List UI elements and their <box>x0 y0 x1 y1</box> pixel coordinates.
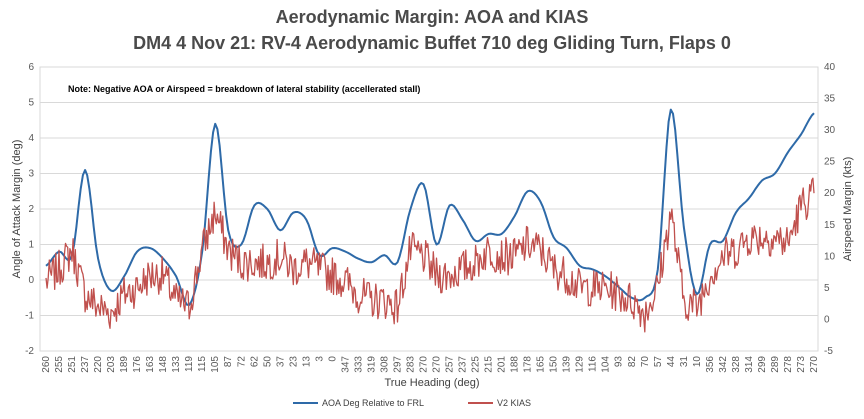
x-tick-label: 10 <box>692 356 703 368</box>
x-tick-label: 37 <box>275 356 286 368</box>
x-tick-label: 133 <box>171 356 182 373</box>
x-tick-label: 255 <box>54 356 65 373</box>
x-tick-label: 44 <box>666 356 677 368</box>
x-tick-label: 257 <box>445 356 456 373</box>
x-tick-label: 270 <box>432 356 443 373</box>
x-tick-label: 289 <box>770 356 781 373</box>
y-tick-label: -1 <box>25 311 34 322</box>
x-tick-label: 70 <box>640 356 651 368</box>
y2-tick-label: 15 <box>824 220 836 231</box>
y2-tick-label: 25 <box>824 157 836 168</box>
series-line-aoa <box>45 108 815 306</box>
x-tick-label: 93 <box>614 356 625 368</box>
left-axis-ticks: 6 5 4 3 2 1 0 -1 -2 <box>25 62 34 357</box>
x-axis-ticks: 260 255 251 237 220 203 189 176 163 148 133 119 115 1… <box>41 356 820 373</box>
x-tick-label: 237 <box>80 356 91 373</box>
x-tick-label: 82 <box>627 356 638 368</box>
legend: AOA Deg Relative to FRL V2 KIAS <box>293 398 531 408</box>
y-tick-label: 5 <box>28 98 34 109</box>
x-tick-label: 270 <box>809 356 820 373</box>
x-tick-label: 220 <box>93 356 104 373</box>
series-line-kias <box>45 177 815 333</box>
legend-label-aoa: AOA Deg Relative to FRL <box>322 398 424 408</box>
y2-tick-label: 5 <box>824 283 830 294</box>
x-tick-label: 333 <box>353 356 364 373</box>
x-tick-label: 203 <box>106 356 117 373</box>
x-tick-label: 148 <box>158 356 169 373</box>
series-lines <box>45 108 815 333</box>
y2-tick-label: 10 <box>824 251 836 262</box>
chart-annotation: Note: Negative AOA or Airspeed = breakdo… <box>68 84 420 94</box>
y-tick-label: 4 <box>28 133 34 144</box>
x-tick-label: 299 <box>757 356 768 373</box>
x-tick-label: 314 <box>744 356 755 373</box>
legend-label-kias: V2 KIAS <box>497 398 531 408</box>
x-tick-label: 129 <box>575 356 586 373</box>
y2-axis-label: Airspeed Margin (kts) <box>842 157 854 262</box>
x-tick-label: 0 <box>327 356 338 362</box>
x-tick-label: 72 <box>236 356 247 368</box>
x-tick-label: 115 <box>197 356 208 372</box>
x-tick-label: 3 <box>314 356 325 362</box>
x-tick-label: 215 <box>484 356 495 373</box>
x-tick-label: 139 <box>562 356 573 373</box>
x-tick-label: 116 <box>588 356 599 372</box>
x-tick-label: 273 <box>796 356 807 373</box>
x-tick-label: 328 <box>731 356 742 373</box>
y-tick-label: -2 <box>25 346 34 357</box>
x-tick-label: 13 <box>301 356 312 368</box>
x-tick-label: 251 <box>67 356 78 373</box>
x-tick-label: 176 <box>132 356 143 373</box>
x-tick-label: 188 <box>510 356 521 373</box>
y-tick-label: 0 <box>28 275 34 286</box>
x-tick-label: 50 <box>262 356 273 368</box>
y2-tick-label: 0 <box>824 314 830 325</box>
right-axis-ticks: 40 35 30 25 20 15 10 5 0 -5 <box>824 62 836 357</box>
x-tick-label: 57 <box>653 356 664 368</box>
chart-subtitle: DM4 4 Nov 21: RV-4 Aerodynamic Buffet 71… <box>133 33 731 53</box>
x-tick-label: 319 <box>366 356 377 373</box>
x-tick-label: 62 <box>249 356 260 368</box>
y-tick-label: 1 <box>28 240 34 251</box>
x-tick-label: 87 <box>223 356 234 368</box>
y2-tick-label: 20 <box>824 188 836 199</box>
x-tick-label: 356 <box>705 356 716 373</box>
chart-title: Aerodynamic Margin: AOA and KIAS <box>275 7 589 27</box>
y-tick-label: 2 <box>28 204 34 215</box>
y2-tick-label: 35 <box>824 94 836 105</box>
x-tick-label: 260 <box>41 356 52 373</box>
y2-tick-label: 40 <box>824 62 836 73</box>
x-tick-label: 189 <box>119 356 130 373</box>
x-tick-label: 297 <box>392 356 403 373</box>
x-tick-label: 283 <box>405 356 416 373</box>
x-tick-label: 178 <box>523 356 534 373</box>
x-tick-label: 119 <box>184 356 195 372</box>
y2-tick-label: -5 <box>824 346 833 357</box>
y2-tick-label: 30 <box>824 125 836 136</box>
x-tick-label: 31 <box>679 356 690 368</box>
y-tick-label: 3 <box>28 169 34 180</box>
y-tick-label: 6 <box>28 62 34 73</box>
x-tick-label: 165 <box>536 356 547 373</box>
x-tick-label: 278 <box>783 356 794 373</box>
x-tick-label: 105 <box>210 356 221 373</box>
x-tick-label: 104 <box>601 356 612 373</box>
x-tick-label: 347 <box>340 356 351 373</box>
x-tick-label: 342 <box>718 356 729 373</box>
y-axis-label: Angle of Attack Margin (deg) <box>11 140 23 279</box>
x-tick-label: 270 <box>418 356 429 373</box>
x-tick-label: 201 <box>497 356 508 373</box>
x-tick-label: 150 <box>549 356 560 373</box>
x-axis-label: True Heading (deg) <box>385 377 480 389</box>
x-tick-label: 225 <box>471 356 482 373</box>
x-tick-label: 237 <box>458 356 469 373</box>
x-tick-label: 163 <box>145 356 156 373</box>
x-tick-label: 23 <box>288 356 299 368</box>
x-tick-label: 308 <box>379 356 390 373</box>
